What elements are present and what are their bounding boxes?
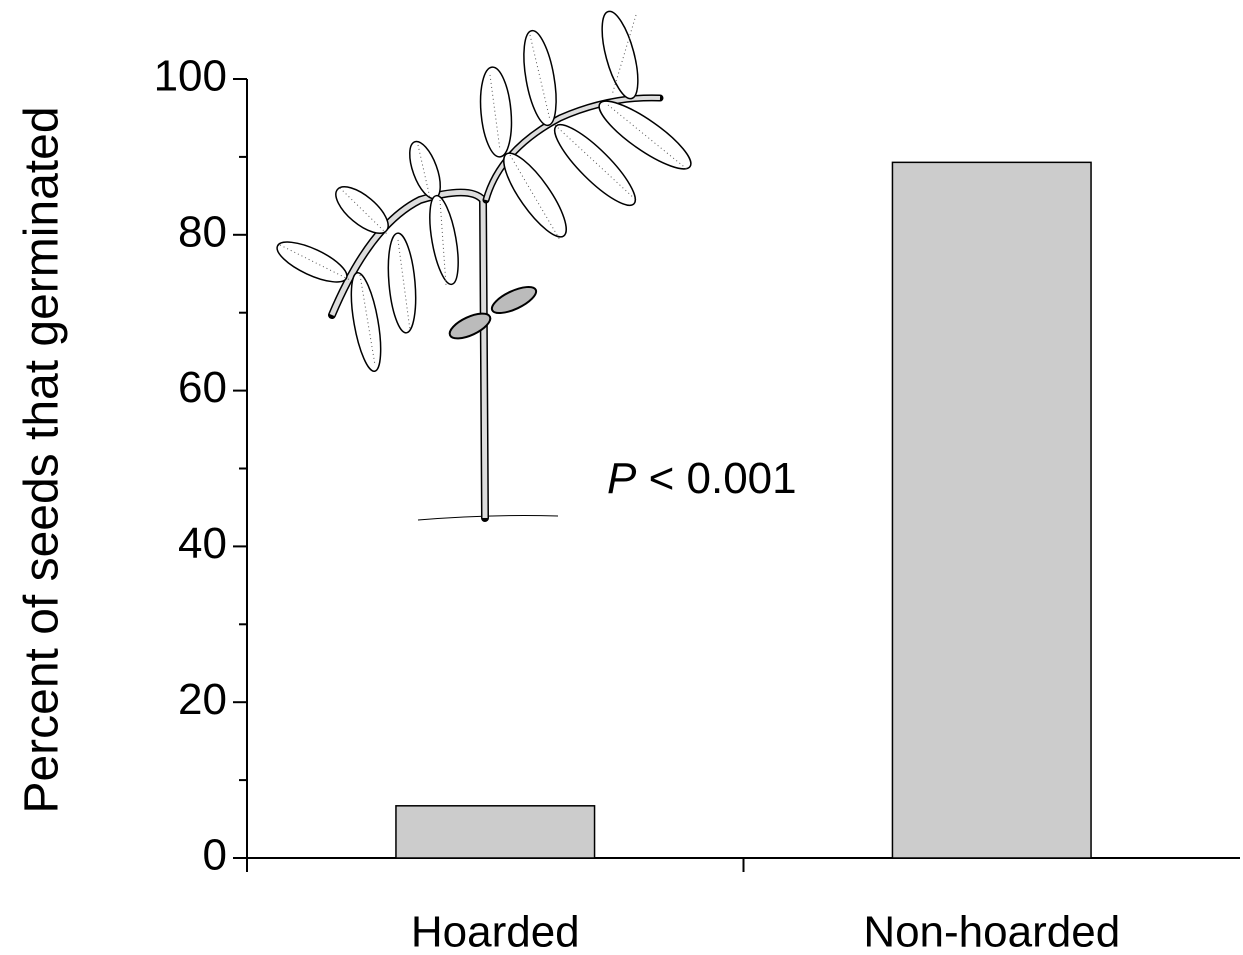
- y-tick-label: 100: [154, 52, 227, 101]
- y-tick-label: 40: [178, 519, 227, 568]
- bar: [891, 161, 1092, 859]
- y-tick-label: 60: [178, 363, 227, 412]
- annotation: P < 0.001: [607, 454, 797, 503]
- x-tick-label: Hoarded: [411, 908, 580, 955]
- bar: [395, 805, 596, 859]
- y-tick-label: 20: [178, 675, 227, 724]
- x-tick-label: Non-hoarded: [863, 908, 1120, 955]
- y-tick-label: 0: [203, 831, 227, 880]
- plant-illustration: [276, 10, 692, 522]
- y-tick-label: 80: [178, 207, 227, 256]
- y-axis-label: Percent of seeds that germinated: [16, 106, 69, 813]
